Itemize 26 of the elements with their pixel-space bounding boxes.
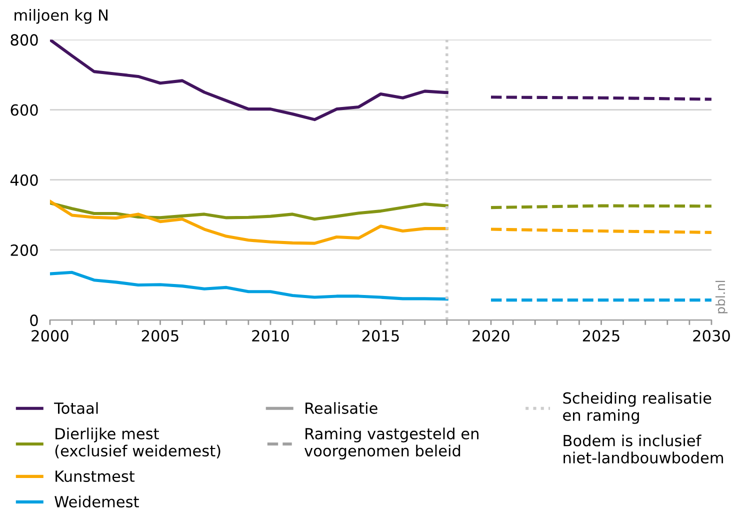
legend-label: Weidemest	[54, 496, 139, 508]
y-tick-label: 200	[10, 244, 38, 256]
legend-label: Dierlijke mest (exclusief weidemest)	[55, 428, 220, 458]
y-tick-label: 0	[30, 314, 38, 326]
line-series	[50, 201, 448, 221]
legend-label: Totaal	[54, 402, 98, 414]
x-tick-label: 2000	[32, 330, 68, 342]
x-tick-label: 2010	[252, 330, 289, 342]
text: Raming vastgesteld en voorgenomen beleid	[304, 428, 478, 460]
line-series	[50, 270, 448, 301]
legend-label: Kunstmest	[56, 470, 135, 482]
x-tick-label: 2030	[693, 330, 730, 342]
y-tick-label: 800	[10, 34, 38, 46]
line-series	[50, 40, 448, 122]
y-tick-label: 600	[10, 104, 38, 116]
x-tick-label: 2015	[362, 330, 399, 342]
text: Realisatie	[306, 402, 378, 414]
x-tick-label: 2020	[472, 330, 510, 342]
y-tick-label: 400	[10, 174, 38, 186]
line-series	[50, 200, 448, 245]
x-tick-label: 2025	[582, 330, 620, 342]
legend-label: Scheiding realisatie en raming	[563, 392, 712, 424]
x-tick-label: 2005	[142, 330, 178, 342]
text: Bodem is inclusief niet-landbouwbodem	[564, 434, 724, 464]
y-axis-title: miljoen kg N	[14, 9, 108, 24]
text: pbl.nl	[715, 280, 728, 314]
